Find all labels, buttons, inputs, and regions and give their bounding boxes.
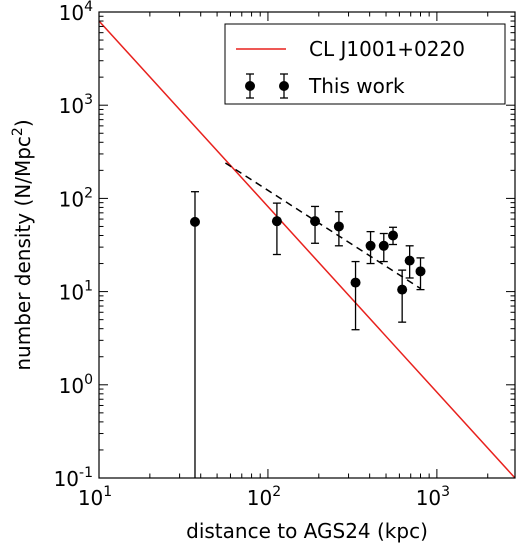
point-marker: [378, 240, 389, 251]
data-point-9: [397, 269, 408, 323]
data-point-11: [415, 257, 426, 291]
axis-tick-labels: 101 102 103 10-1 100 101 102 103 104: [54, 0, 450, 510]
data-point-7: [378, 232, 389, 263]
series-line-cl-j1001: [99, 20, 515, 478]
data-point-3: [310, 205, 321, 244]
point-marker: [415, 266, 426, 277]
point-marker: [397, 284, 408, 295]
point-marker: [310, 216, 321, 227]
data-point-10: [404, 245, 415, 279]
point-marker: [333, 221, 344, 232]
point-marker: [388, 230, 399, 241]
axis-ticks: [98, 11, 515, 479]
point-marker: [365, 240, 376, 251]
data-point-6: [365, 230, 376, 265]
data-point-2: [271, 202, 282, 256]
x-tick-label: 103: [416, 484, 450, 510]
x-axis-label: distance to AGS24 (kpc): [186, 519, 428, 543]
y-tick-label: 102: [59, 185, 93, 211]
data-point-8: [388, 226, 399, 246]
series-dashed-fit: [224, 162, 421, 290]
y-tick-label: 10-1: [54, 465, 93, 491]
x-tick-label: 101: [78, 484, 112, 510]
y-axis-label: number density (N/Mpc2): [10, 119, 35, 370]
legend-label-this-work: This work: [308, 74, 405, 98]
y-tick-label: 103: [59, 92, 93, 118]
data-point-5: [350, 260, 361, 331]
plot-area: [99, 20, 515, 478]
legend-label-cl: CL J1001+0220: [309, 37, 465, 61]
x-tick-label: 102: [247, 484, 281, 510]
plot-frame: [98, 11, 516, 479]
legend-errorbar-swatch: [245, 73, 289, 99]
y-tick-label: 101: [59, 279, 93, 305]
data-point-4: [333, 211, 344, 247]
point-marker: [271, 216, 282, 227]
y-tick-label: 100: [59, 372, 93, 398]
legend-box: [224, 23, 506, 105]
point-marker: [404, 255, 415, 266]
point-marker: [350, 277, 361, 288]
data-point-1: [189, 191, 200, 478]
legend: CL J1001+0220 This work: [224, 23, 506, 105]
point-marker: [189, 216, 200, 227]
y-tick-label: 104: [59, 0, 93, 25]
